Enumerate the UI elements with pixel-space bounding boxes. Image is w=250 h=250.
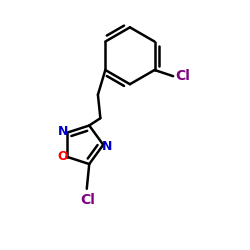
Text: Cl: Cl bbox=[80, 193, 95, 207]
Text: N: N bbox=[58, 125, 68, 138]
Text: O: O bbox=[58, 150, 68, 163]
Text: N: N bbox=[102, 140, 112, 152]
Text: Cl: Cl bbox=[176, 69, 190, 83]
